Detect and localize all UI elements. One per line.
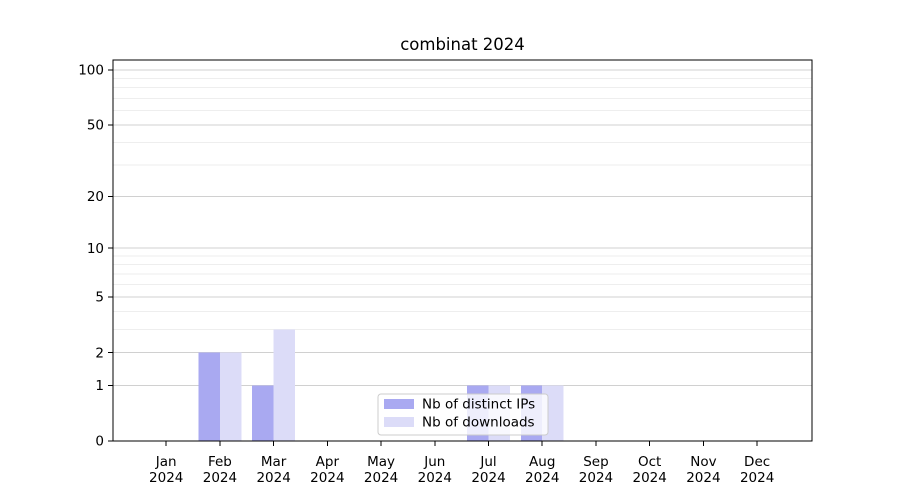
x-tick-label-year: 2024 — [364, 470, 398, 486]
legend: Nb of distinct IPs Nb of downloads — [377, 393, 549, 436]
y-tick-label: 100 — [78, 63, 104, 79]
bar-nb-of-distinct-ips-mar — [252, 385, 274, 441]
bar-nb-of-downloads-feb — [219, 352, 242, 441]
x-tick-label-year: 2024 — [310, 470, 344, 486]
y-tick-label: 0 — [95, 434, 104, 450]
x-tick-label-month: Jan — [155, 454, 177, 470]
x-tick-label-year: 2024 — [149, 470, 183, 486]
x-tick-label-month: Aug — [529, 454, 555, 470]
x-tick-label-month: Oct — [638, 454, 661, 470]
y-tick-label: 2 — [95, 345, 104, 361]
legend-swatch-distinct-ips — [384, 399, 414, 409]
x-tick-label-month: Nov — [690, 454, 716, 470]
bar-nb-of-downloads-mar — [273, 329, 296, 441]
x-tick-label-month: Sep — [583, 454, 608, 470]
x-tick-label-month: Feb — [208, 454, 232, 470]
x-tick-label-year: 2024 — [740, 470, 774, 486]
y-tick-label: 50 — [87, 118, 104, 134]
chart-title: combinat 2024 — [400, 35, 525, 54]
x-tick-label-year: 2024 — [525, 470, 559, 486]
x-tick-label-year: 2024 — [686, 470, 720, 486]
legend-swatch-downloads — [384, 417, 414, 427]
x-tick-label-month: Jun — [423, 454, 445, 470]
x-tick-label-year: 2024 — [203, 470, 237, 486]
axis-layer: 0125102050100Jan2024Feb2024Mar2024Apr202… — [78, 59, 813, 486]
x-tick-label-month: May — [367, 454, 395, 470]
x-tick-label-year: 2024 — [471, 470, 505, 486]
x-tick-label-month: Jul — [479, 454, 496, 470]
legend-label: Nb of downloads — [422, 415, 535, 431]
x-tick-label-year: 2024 — [418, 470, 452, 486]
x-tick-label-year: 2024 — [579, 470, 613, 486]
legend-box — [377, 393, 549, 436]
x-tick-label-month: Apr — [316, 454, 340, 470]
plot-border — [112, 59, 813, 442]
x-tick-label-year: 2024 — [256, 470, 290, 486]
y-tick-label: 1 — [95, 378, 104, 394]
y-tick-label: 10 — [87, 241, 104, 257]
x-tick-label-month: Dec — [744, 454, 770, 470]
x-tick-label-month: Mar — [261, 454, 287, 470]
bar-nb-of-distinct-ips-feb — [198, 352, 220, 441]
y-tick-label: 20 — [87, 189, 104, 205]
legend-label: Nb of distinct IPs — [422, 397, 535, 413]
grid-layer — [113, 69, 812, 386]
x-tick-label-year: 2024 — [633, 470, 667, 486]
y-tick-label: 5 — [95, 290, 104, 306]
